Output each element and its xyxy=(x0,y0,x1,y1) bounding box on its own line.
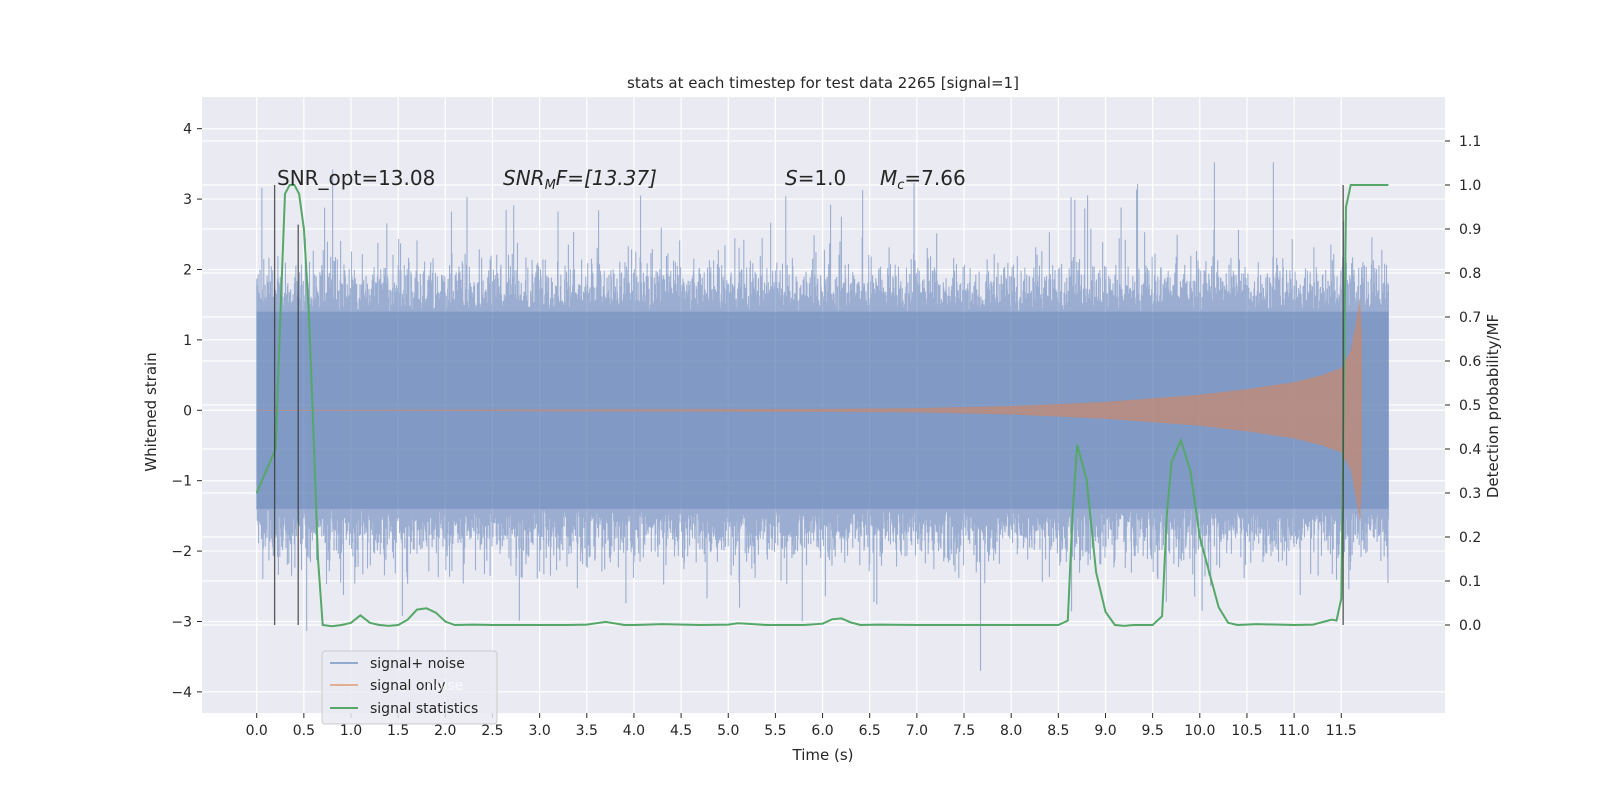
annotation-snr-opt: SNR_opt=13.08 xyxy=(277,166,435,190)
y-tick-label-right: 0.1 xyxy=(1459,574,1481,590)
y-tick-label: 0 xyxy=(183,403,192,419)
annotation-snr-mf-suffix: F=[13.37] xyxy=(556,166,657,190)
x-tick-label: 9.0 xyxy=(1094,723,1116,739)
marker-lines xyxy=(273,185,1344,625)
y-tick-label-right: 0.3 xyxy=(1459,486,1481,502)
y-tick-label-right: 0.7 xyxy=(1459,310,1481,326)
signal-series xyxy=(256,297,1363,523)
statistics-line xyxy=(255,184,1389,628)
legend-label-noise: signal+ noise xyxy=(370,656,465,672)
x-tick-label: 7.5 xyxy=(953,723,975,739)
y-tick-label: 2 xyxy=(183,262,192,278)
y-tick-label-right: 0.9 xyxy=(1459,222,1481,238)
x-axis-label: Time (s) xyxy=(792,746,854,764)
y-tick-label-right: 0.5 xyxy=(1459,398,1481,414)
legend-box xyxy=(321,650,498,725)
axes: 0.0 0.5 1.0 1.5 2.0 2.5 3.0 3.5 4.0 4.5 5.0 5.5 6.0 6… xyxy=(171,122,1481,739)
legend-label-statistics: signal statistics xyxy=(370,701,478,717)
annotation-s-prefix: S xyxy=(785,166,798,190)
x-tick-label: 1.5 xyxy=(387,723,409,739)
annotation-mc-sub: c xyxy=(897,178,904,193)
x-tick-label: 5.0 xyxy=(717,723,739,739)
x-tick-label: 9.5 xyxy=(1142,723,1164,739)
x-tick-label: 3.5 xyxy=(576,723,598,739)
y-tick-label-right: 0.6 xyxy=(1459,354,1481,370)
x-tick-label: 7.0 xyxy=(906,723,928,739)
y-axis-right-label: Detection probability/MF xyxy=(1484,314,1502,498)
signal-envelope xyxy=(256,297,1363,523)
x-tick-label: 4.5 xyxy=(670,723,692,739)
x-tick-label: 8.0 xyxy=(1000,723,1022,739)
x-tick-label: 1.0 xyxy=(340,723,362,739)
chart-title: stats at each timestep for test data 226… xyxy=(627,74,1019,92)
y-tick-label-right: 0.4 xyxy=(1459,442,1481,458)
y-tick-label: −2 xyxy=(171,544,192,560)
x-tick-label: 0.0 xyxy=(246,723,268,739)
annotation-s-suffix: =1.0 xyxy=(798,166,847,190)
x-tick-label: 2.0 xyxy=(434,723,456,739)
annotation-s: S=1.0 xyxy=(785,166,846,190)
annotation-mc: Mc=7.66 xyxy=(880,166,966,193)
x-tick-label: 10.0 xyxy=(1184,723,1215,739)
y-tick-label: 3 xyxy=(183,192,192,208)
legend: signal+ noise signal only noise signal s… xyxy=(321,650,498,725)
y-tick-label-right: 0.2 xyxy=(1459,530,1481,546)
x-tick-label: 3.0 xyxy=(528,723,550,739)
x-tick-label: 6.0 xyxy=(811,723,833,739)
legend-label-signal: signal only xyxy=(370,678,445,694)
x-tick-label: 11.5 xyxy=(1326,723,1357,739)
annotation-snr-mf-prefix: SNR xyxy=(503,166,545,190)
x-tick-label: 4.0 xyxy=(623,723,645,739)
y-tick-label: −3 xyxy=(171,614,192,630)
x-tick-label: 2.5 xyxy=(481,723,503,739)
y-tick-label-right: 1.0 xyxy=(1459,178,1481,194)
y-tick-label-right: 0.0 xyxy=(1459,618,1481,634)
y-tick-label: 1 xyxy=(183,333,192,349)
y-tick-label: 4 xyxy=(183,122,192,138)
y-tick-label-right: 0.8 xyxy=(1459,266,1481,282)
y-tick-label: −1 xyxy=(171,474,192,490)
annotation-mc-suffix: =7.66 xyxy=(904,166,965,190)
annotation-mc-prefix: M xyxy=(880,166,897,190)
x-tick-label: 11.0 xyxy=(1279,723,1310,739)
x-tick-label: 0.5 xyxy=(293,723,315,739)
statistics-series xyxy=(255,184,1389,628)
legend-overlap-text: noise xyxy=(426,678,463,694)
x-tick-label: 8.5 xyxy=(1047,723,1069,739)
annotation-snr-mf: SNRMF=[13.37] xyxy=(503,166,657,193)
x-tick-label: 10.5 xyxy=(1231,723,1262,739)
y-tick-label-right: 1.1 xyxy=(1459,134,1481,150)
annotation-snr-mf-sub: M xyxy=(545,178,556,193)
y-axis-label: Whitened strain xyxy=(142,352,160,471)
y-tick-label: −4 xyxy=(171,685,192,701)
x-tick-label: 5.5 xyxy=(764,723,786,739)
x-tick-label: 6.5 xyxy=(859,723,881,739)
